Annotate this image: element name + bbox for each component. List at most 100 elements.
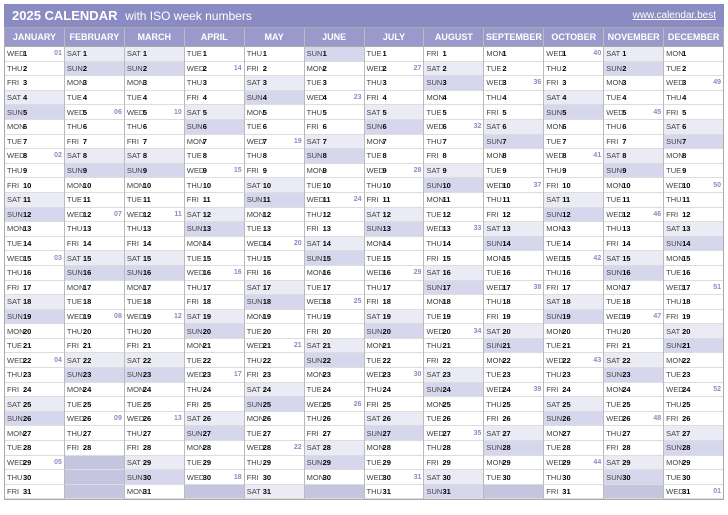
day-of-week: FRI	[187, 297, 203, 306]
day-of-week: SAT	[127, 151, 143, 160]
day-number: 9	[383, 166, 395, 175]
day-of-week: MON	[127, 487, 143, 496]
day-number: 12	[622, 210, 634, 219]
day-of-week: WED	[666, 181, 682, 190]
week-number: 06	[114, 109, 122, 116]
day-number: 2	[23, 64, 35, 73]
day-cell: FRI4	[185, 91, 244, 106]
day-number: 12	[442, 210, 454, 219]
day-cell: SAT25	[544, 397, 603, 412]
day-of-week: FRI	[127, 341, 143, 350]
day-cell: TUE20	[245, 324, 304, 339]
day-of-week: FRI	[187, 400, 203, 409]
day-of-week: SAT	[426, 473, 442, 482]
month-column: FEBRUARYSAT1SUN2MON3TUE4WED506THU6FRI7SA…	[65, 28, 125, 499]
day-cell: MON13	[5, 222, 64, 237]
day-of-week: SUN	[7, 210, 23, 219]
day-of-week: THU	[546, 64, 562, 73]
day-of-week: MON	[187, 239, 203, 248]
day-cell: SUN7	[664, 135, 723, 150]
day-of-week: FRI	[307, 429, 323, 438]
day-cell: TUE8	[185, 149, 244, 164]
day-cell: MON23	[305, 368, 364, 383]
day-of-week: THU	[247, 458, 263, 467]
month-header: JANUARY	[5, 28, 64, 47]
day-cell: FRI12	[484, 208, 543, 223]
day-cell: WED3101	[664, 485, 723, 500]
week-number: 17	[234, 371, 242, 378]
day-of-week: SUN	[367, 122, 383, 131]
day-of-week: THU	[7, 166, 23, 175]
header-link[interactable]: www.calendar.best	[633, 10, 716, 21]
day-cell: FRI9	[245, 164, 304, 179]
week-number: 26	[354, 401, 362, 408]
day-number: 21	[562, 341, 574, 350]
day-cell: THU11	[664, 193, 723, 208]
day-cell: SUN23	[125, 368, 184, 383]
day-of-week: SAT	[486, 122, 502, 131]
day-of-week: TUE	[426, 414, 442, 423]
day-number: 4	[23, 93, 35, 102]
day-cell: SUN14	[664, 237, 723, 252]
day-of-week: SUN	[187, 327, 203, 336]
day-of-week: SUN	[247, 400, 263, 409]
day-number: 24	[263, 385, 275, 394]
day-cell: THU6	[604, 120, 663, 135]
day-cell: WED1738	[484, 281, 543, 296]
day-number: 7	[383, 137, 395, 146]
day-cell: SAT19	[185, 310, 244, 325]
day-of-week: SAT	[307, 443, 323, 452]
empty-cell	[65, 485, 124, 500]
day-of-week: SUN	[546, 210, 562, 219]
day-cell: SAT1	[125, 47, 184, 62]
day-number: 1	[323, 49, 335, 58]
day-cell: MON21	[365, 339, 424, 354]
day-number: 19	[442, 312, 454, 321]
day-number: 15	[682, 254, 694, 263]
day-cell: MON24	[65, 383, 124, 398]
day-cell: TUE14	[544, 237, 603, 252]
header-title-wrap: 2025 CALENDAR with ISO week numbers	[12, 8, 252, 23]
day-number: 8	[203, 151, 215, 160]
day-of-week: WED	[187, 64, 203, 73]
day-of-week: FRI	[367, 195, 383, 204]
day-of-week: WED	[426, 327, 442, 336]
day-number: 21	[323, 341, 335, 350]
day-cell: FRI28	[604, 441, 663, 456]
day-number: 14	[383, 239, 395, 248]
day-cell: FRI21	[125, 339, 184, 354]
day-number: 26	[502, 414, 514, 423]
day-number: 12	[143, 210, 155, 219]
day-of-week: TUE	[367, 49, 383, 58]
day-cell: FRI5	[664, 105, 723, 120]
day-number: 27	[383, 429, 395, 438]
calendar-grid: JANUARYWED101THU2FRI3SAT4SUN5MON6TUE7WED…	[4, 27, 724, 500]
day-of-week: THU	[426, 137, 442, 146]
day-of-week: SAT	[7, 400, 23, 409]
day-number: 18	[383, 297, 395, 306]
day-number: 11	[622, 195, 634, 204]
day-cell: TUE14	[5, 237, 64, 252]
day-of-week: FRI	[606, 443, 622, 452]
day-cell: MON21	[185, 339, 244, 354]
day-of-week: TUE	[187, 49, 203, 58]
day-cell: FRI21	[604, 339, 663, 354]
day-number: 20	[682, 327, 694, 336]
day-cell: MON7	[365, 135, 424, 150]
day-number: 6	[442, 122, 454, 131]
day-of-week: MON	[7, 224, 23, 233]
day-cell: WED336	[484, 76, 543, 91]
day-of-week: TUE	[67, 195, 83, 204]
day-cell: SAT8	[65, 149, 124, 164]
day-of-week: SUN	[127, 64, 143, 73]
day-cell: SUN30	[604, 470, 663, 485]
day-of-week: TUE	[666, 64, 682, 73]
day-cell: FRI29	[424, 456, 483, 471]
month-header: MARCH	[125, 28, 184, 47]
day-cell: SAT31	[245, 485, 304, 500]
day-number: 28	[442, 443, 454, 452]
day-number: 21	[502, 341, 514, 350]
day-number: 2	[263, 64, 275, 73]
day-of-week: MON	[666, 458, 682, 467]
day-of-week: TUE	[486, 370, 502, 379]
